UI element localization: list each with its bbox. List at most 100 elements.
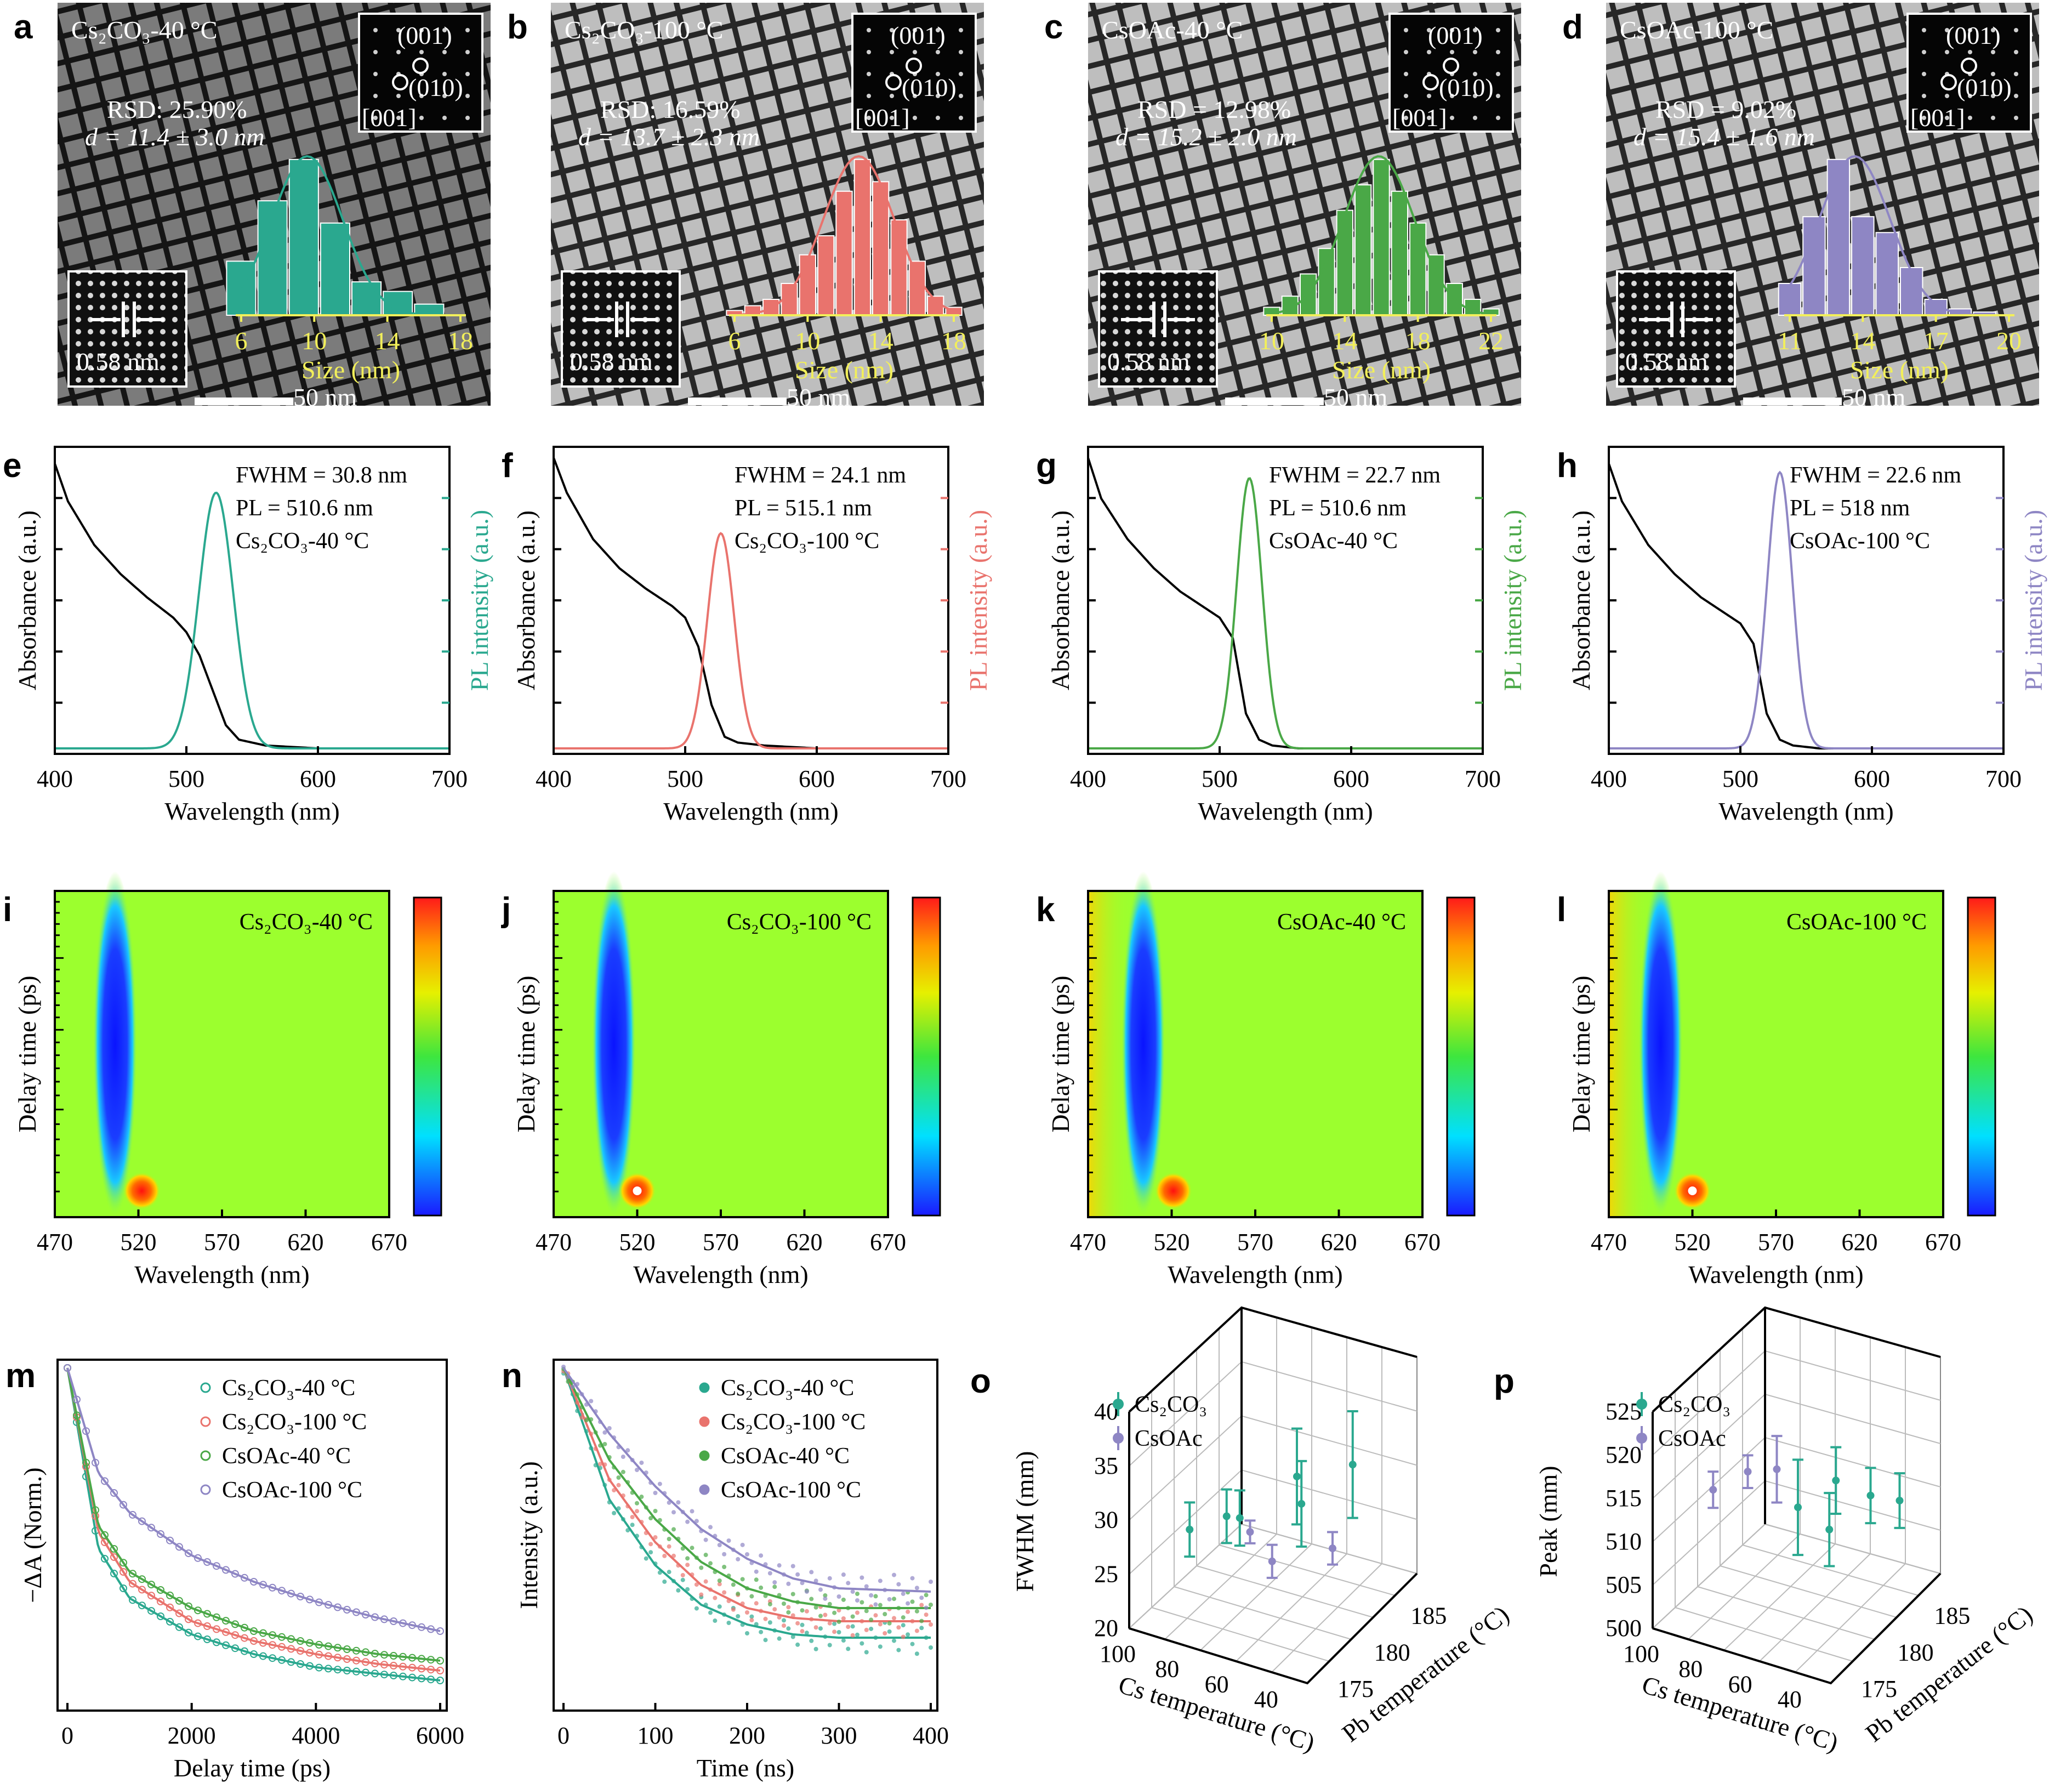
panel-label: j [501, 891, 511, 929]
data-point [795, 1621, 800, 1626]
plot-frame [56, 1359, 448, 1712]
x-tick-label: 470 [1591, 1229, 1627, 1256]
data-point [166, 1603, 174, 1611]
data-point [836, 1594, 841, 1599]
fit-line [66, 1367, 441, 1662]
fft-spot [1968, 94, 1972, 98]
data-point [657, 1481, 662, 1486]
data-point [699, 1565, 704, 1570]
sample-title: CsOAc-100 °C [1620, 16, 1773, 44]
lattice-inset [1616, 270, 1736, 388]
fft-spot [936, 116, 940, 120]
fft-label: (001) [397, 21, 452, 49]
data-point [740, 1542, 745, 1547]
fft-spot [1473, 50, 1477, 54]
data-point [685, 1519, 690, 1524]
fft-label: (010) [1439, 73, 1494, 101]
data-point [129, 1570, 136, 1578]
fft-spot [959, 28, 963, 32]
data-point [717, 1543, 722, 1547]
bleach-region [1121, 871, 1165, 1217]
hist-bar [1354, 184, 1372, 316]
hist-bar [1900, 267, 1923, 316]
data-point [855, 1610, 859, 1615]
hist-bar [1851, 216, 1875, 316]
scale-bar [1743, 397, 1842, 405]
fft-spot [2014, 50, 2018, 54]
data-point [138, 1575, 146, 1583]
fft-spot [1496, 72, 1500, 76]
floor-grid [1236, 1553, 1347, 1662]
x-tick-label: 600 [799, 765, 835, 792]
data-point [924, 1593, 929, 1598]
data-point [639, 1460, 644, 1465]
data-point [841, 1638, 846, 1643]
fft-spot [442, 94, 447, 98]
x-tick-label: 520 [121, 1229, 157, 1256]
data-point [185, 1602, 192, 1610]
x-tick-label: 400 [913, 1722, 949, 1749]
data-point [185, 1549, 192, 1558]
data-point [101, 1555, 109, 1563]
panel-label: p [1494, 1362, 1515, 1400]
data-point [850, 1589, 855, 1594]
fft-spot [396, 94, 401, 98]
fft-spot [1968, 28, 1972, 32]
data-point [653, 1535, 658, 1540]
z-tick-label: 500 [1606, 1615, 1642, 1642]
floor-grid [1795, 1563, 1906, 1673]
data-point [713, 1595, 718, 1600]
data-point [924, 1605, 929, 1610]
fft-spot [396, 28, 401, 32]
y-axis-label: Intensity (a.u.) [515, 1461, 543, 1609]
fft-spot [419, 116, 424, 120]
data-point [1895, 1496, 1904, 1504]
data-point [800, 1629, 805, 1634]
data-point [703, 1537, 708, 1542]
lattice-inset [67, 270, 187, 388]
data-point [929, 1580, 933, 1584]
scale-text: 50 nm [1324, 383, 1388, 411]
fwhm-text: FWHM = 30.8 nm [236, 463, 407, 488]
lattice-text: 0.58 nm [77, 348, 160, 376]
data-point [910, 1576, 915, 1581]
data-point [749, 1614, 754, 1619]
x-tick-label: 570 [204, 1229, 240, 1256]
data-point [157, 1598, 164, 1605]
fft-spot [936, 28, 940, 32]
data-point [602, 1441, 607, 1446]
floor-grid [1151, 1607, 1330, 1662]
hist-tick-label: 6 [235, 327, 248, 355]
data-point [804, 1631, 809, 1635]
data-point [736, 1557, 741, 1561]
hist-bar [799, 254, 816, 316]
hist-xlabel: Size (nm) [1850, 356, 1949, 384]
hist-bar [1409, 222, 1427, 316]
hist-tick-label: 14 [868, 327, 893, 355]
legend-marker [699, 1382, 710, 1393]
fft-spot [1404, 28, 1408, 32]
data-point [1236, 1514, 1244, 1522]
hist-xlabel: Size (nm) [795, 356, 893, 384]
pl-line [554, 532, 948, 749]
x-tick-label: 100 [637, 1722, 674, 1749]
sample-text: Cs₂CO₃-40 °C [236, 529, 369, 554]
data-point [906, 1601, 910, 1606]
x-tick-label: 600 [300, 765, 336, 792]
panel-label: o [970, 1362, 991, 1400]
data-point [1744, 1468, 1752, 1476]
data-point [699, 1592, 704, 1597]
hist-bar [853, 158, 871, 316]
fft-spot [419, 28, 424, 32]
scale-bar [688, 397, 787, 405]
sample-text: Cs₂CO₃-100 °C [727, 910, 872, 935]
data-point [690, 1509, 695, 1514]
data-point [790, 1634, 795, 1639]
hot-spot [1688, 1186, 1697, 1195]
data-point [878, 1644, 883, 1649]
fit-line [66, 1367, 441, 1672]
data-point [906, 1609, 910, 1614]
floor-grid [1759, 1553, 1871, 1662]
cs-tick-label: 80 [1155, 1656, 1179, 1683]
data-point [1222, 1512, 1231, 1520]
